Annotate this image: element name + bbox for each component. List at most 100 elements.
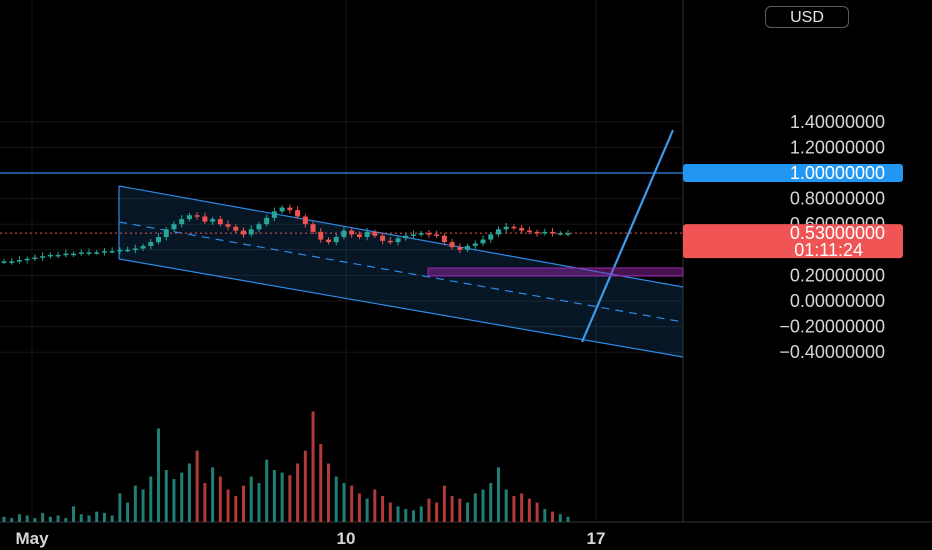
volume-bars [2, 411, 570, 522]
candle-body [519, 228, 525, 231]
candle-body [426, 233, 432, 235]
volume-bar [280, 472, 284, 522]
candle-body [395, 238, 401, 243]
volume-bar [535, 502, 539, 522]
volume-bar [272, 470, 276, 522]
time-axis[interactable]: May 10 17 [15, 529, 605, 548]
candle-body [503, 226, 509, 230]
candle-body [16, 260, 22, 262]
bar-countdown-label: 01:11:24 [794, 240, 863, 260]
volume-bar [334, 476, 338, 522]
volume-bar [164, 470, 168, 522]
volume-bar [411, 510, 415, 522]
channel-upper-line [118, 185, 684, 288]
candle-body [109, 251, 115, 253]
candle-body [179, 219, 185, 225]
candle-body [132, 248, 138, 251]
candle-body [434, 234, 440, 236]
volume-bar [10, 518, 14, 522]
candle-body [341, 230, 347, 237]
candle-body [534, 231, 540, 234]
volume-bar [56, 515, 60, 522]
candle-body [372, 231, 378, 236]
volume-bar [558, 514, 562, 522]
volume-bar [257, 483, 261, 522]
volume-bar [187, 463, 191, 522]
price-tick-label: −0.40000000 [779, 342, 885, 362]
volume-bar [242, 485, 246, 522]
candle-body [465, 245, 471, 250]
volume-bar [25, 515, 29, 522]
volume-bar [87, 515, 91, 522]
level-price-badge [683, 164, 903, 182]
drawings[interactable] [0, 129, 684, 358]
volume-bar [326, 463, 330, 522]
volume-bar [64, 518, 68, 522]
candle-body [156, 237, 162, 243]
volume-bar [427, 498, 431, 522]
volume-bar [234, 496, 238, 522]
volume-bar [303, 450, 307, 522]
candle-body [488, 234, 494, 240]
volume-bar [543, 509, 547, 522]
volume-bar [365, 498, 369, 522]
candle-body [148, 242, 154, 246]
volume-bar [180, 472, 184, 522]
volume-bar [72, 506, 76, 522]
breakout-trend-line [580, 129, 675, 343]
volume-bar [396, 506, 400, 522]
candle-body [210, 219, 216, 222]
candle-body [55, 254, 61, 257]
candle-body [457, 247, 463, 250]
currency-selector-button[interactable]: USD [765, 6, 849, 28]
candle-body [287, 207, 293, 211]
candle-body [310, 224, 316, 232]
volume-bar [102, 512, 106, 522]
candle-body [194, 215, 200, 217]
candle-body [410, 234, 416, 236]
volume-bar [442, 485, 446, 522]
candle-body [9, 261, 15, 263]
candle-body [264, 217, 270, 225]
date-label: May [15, 529, 49, 548]
candle-body [387, 240, 393, 243]
candle-body [526, 230, 532, 233]
date-label: 17 [587, 529, 606, 548]
volume-bar [473, 493, 477, 522]
price-tick-label: 0.80000000 [790, 189, 885, 209]
volume-bar [458, 498, 462, 522]
volume-bar [110, 515, 114, 522]
volume-bar [218, 476, 222, 522]
candle-body [225, 224, 231, 227]
candle-body [241, 230, 247, 235]
volume-bar [551, 511, 555, 522]
candle-body [380, 235, 386, 241]
candle-body [511, 226, 517, 229]
volume-bar [79, 514, 83, 522]
candle-body [186, 215, 192, 220]
candle-body [333, 237, 339, 243]
volume-bar [381, 496, 385, 522]
volume-bar [512, 496, 516, 522]
volume-bar [311, 411, 315, 522]
candle-body [318, 231, 324, 240]
volume-bar [357, 493, 361, 522]
volume-bar [466, 502, 470, 522]
candle-body [271, 211, 277, 218]
volume-bar [17, 514, 21, 522]
volume-bar [481, 489, 485, 522]
price-axis[interactable]: 1.400000001.200000000.800000000.60000000… [683, 112, 903, 362]
candle-body [480, 239, 486, 244]
volume-bar [342, 483, 346, 522]
channel-mid-line [118, 221, 684, 323]
candle-body [217, 219, 223, 225]
candle-body [349, 230, 355, 235]
volume-bar [350, 485, 354, 522]
volume-bar [419, 506, 423, 522]
volume-bar [95, 511, 99, 522]
price-tick-label: 0.00000000 [790, 291, 885, 311]
volume-bar [195, 450, 199, 522]
candle-body [40, 256, 46, 258]
volume-bar [33, 518, 37, 522]
